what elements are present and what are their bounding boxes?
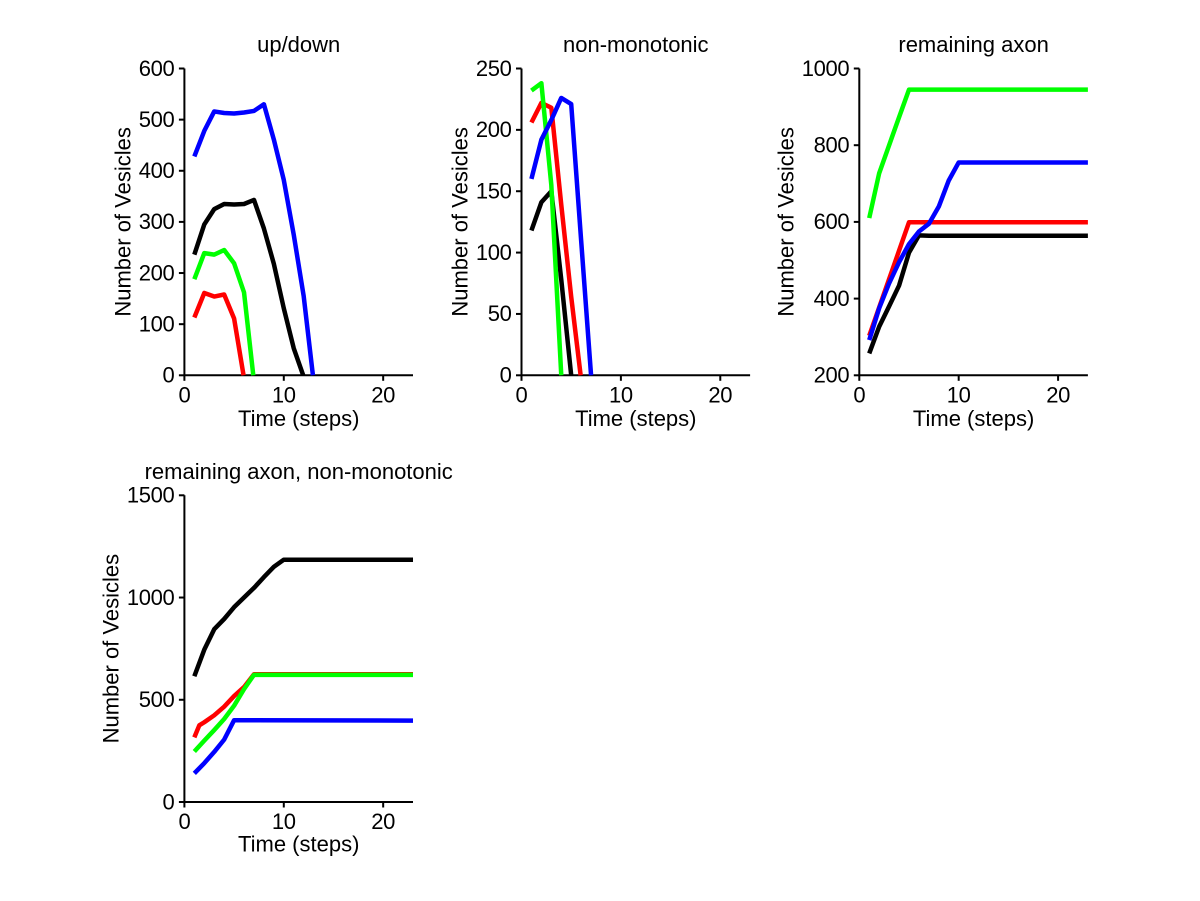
svg-text:Number of Vesicles: Number of Vesicles — [99, 554, 124, 744]
svg-text:Time (steps): Time (steps) — [238, 831, 359, 856]
svg-text:20: 20 — [371, 809, 395, 834]
svg-text:Number of Vesicles: Number of Vesicles — [448, 127, 473, 317]
svg-text:200: 200 — [476, 117, 512, 142]
svg-text:800: 800 — [814, 133, 850, 158]
svg-text:150: 150 — [476, 179, 512, 204]
svg-text:0: 0 — [178, 809, 190, 834]
svg-text:500: 500 — [139, 687, 175, 712]
svg-text:up/down: up/down — [257, 32, 340, 57]
svg-text:400: 400 — [814, 286, 850, 311]
svg-text:0: 0 — [178, 382, 190, 407]
svg-text:200: 200 — [139, 260, 175, 285]
svg-text:100: 100 — [476, 240, 512, 265]
svg-text:10: 10 — [272, 809, 296, 834]
svg-text:300: 300 — [139, 209, 175, 234]
svg-text:Time (steps): Time (steps) — [913, 406, 1034, 431]
svg-text:Time (steps): Time (steps) — [575, 406, 696, 431]
svg-text:400: 400 — [139, 158, 175, 183]
svg-text:1500: 1500 — [127, 483, 175, 508]
svg-text:20: 20 — [708, 382, 732, 407]
svg-text:0: 0 — [163, 363, 175, 388]
svg-text:0: 0 — [853, 382, 865, 407]
svg-text:20: 20 — [1046, 382, 1070, 407]
svg-text:10: 10 — [609, 382, 633, 407]
svg-text:1000: 1000 — [802, 56, 850, 81]
svg-text:1000: 1000 — [127, 585, 175, 610]
svg-text:Number of Vesicles: Number of Vesicles — [774, 127, 799, 317]
svg-text:20: 20 — [371, 382, 395, 407]
svg-text:250: 250 — [476, 56, 512, 81]
svg-text:50: 50 — [488, 301, 512, 326]
svg-text:500: 500 — [139, 107, 175, 132]
svg-text:Time (steps): Time (steps) — [238, 406, 359, 431]
svg-text:600: 600 — [139, 56, 175, 81]
svg-text:remaining axon, non-monotonic: remaining axon, non-monotonic — [145, 459, 453, 484]
svg-text:Number of Vesicles: Number of Vesicles — [111, 127, 136, 317]
svg-text:100: 100 — [139, 311, 175, 336]
svg-text:non-monotonic: non-monotonic — [563, 32, 709, 57]
svg-text:10: 10 — [272, 382, 296, 407]
svg-text:0: 0 — [516, 382, 528, 407]
svg-text:remaining axon: remaining axon — [898, 32, 1048, 57]
svg-text:10: 10 — [947, 382, 971, 407]
svg-text:0: 0 — [163, 789, 175, 814]
svg-text:200: 200 — [814, 363, 850, 388]
svg-text:600: 600 — [814, 209, 850, 234]
svg-text:0: 0 — [500, 363, 512, 388]
